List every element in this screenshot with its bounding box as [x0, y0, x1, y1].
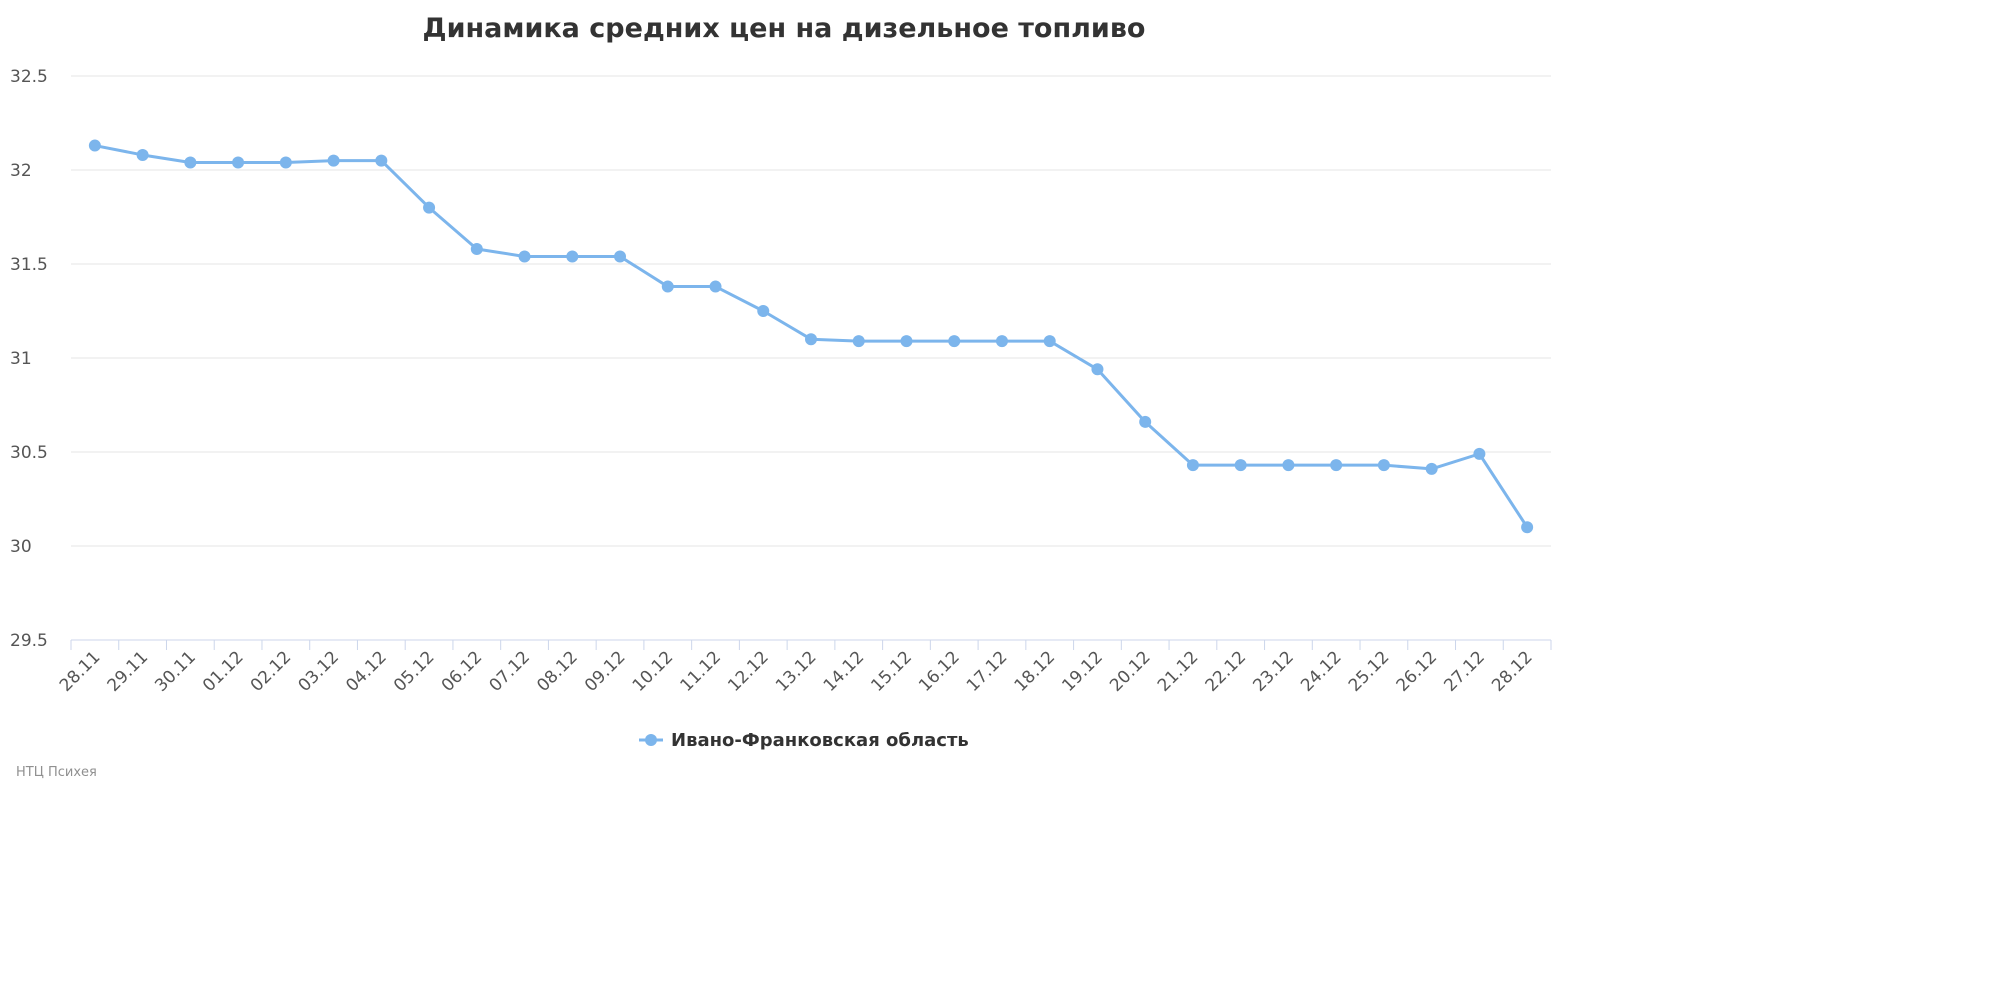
x-tick-label: 03.12 — [295, 647, 344, 696]
x-tick-label: 09.12 — [581, 647, 630, 696]
legend[interactable]: Ивано-Франковская область — [639, 730, 969, 751]
x-tick-label: 10.12 — [629, 647, 678, 696]
x-tick-label: 15.12 — [867, 647, 916, 696]
y-tick-label: 31.5 — [10, 255, 48, 275]
data-point[interactable] — [1186, 459, 1199, 472]
x-tick-label: 29.11 — [104, 647, 153, 696]
credit-text[interactable]: НТЦ Психея — [16, 765, 97, 780]
x-tick-label: 19.12 — [1058, 647, 1107, 696]
y-tick-label: 32.5 — [10, 67, 48, 87]
y-tick-label: 30 — [10, 537, 32, 557]
data-point[interactable] — [1521, 521, 1534, 534]
x-tick-label: 18.12 — [1011, 647, 1060, 696]
x-tick-label: 16.12 — [915, 647, 964, 696]
x-tick-label: 30.11 — [151, 647, 200, 696]
x-tick-label: 20.12 — [1106, 647, 1155, 696]
legend-circle-marker — [645, 734, 657, 746]
x-tick-label: 11.12 — [676, 647, 725, 696]
data-point[interactable] — [518, 250, 531, 263]
x-tick-label: 13.12 — [772, 647, 821, 696]
data-point[interactable] — [900, 335, 913, 348]
series-ivano-frankivsk[interactable] — [88, 139, 1534, 534]
x-tick-label: 07.12 — [486, 647, 535, 696]
line-chart: Динамика средних цен на дизельное топлив… — [10, 13, 1552, 780]
data-point[interactable] — [136, 148, 149, 161]
legend-label: Ивано-Франковская область — [671, 730, 969, 751]
y-axis: 29.5 30 30.5 31 31.5 32 32.5 — [10, 67, 48, 651]
data-point[interactable] — [1473, 447, 1486, 460]
data-point[interactable] — [279, 156, 292, 169]
data-point[interactable] — [995, 335, 1008, 348]
data-point[interactable] — [1330, 459, 1343, 472]
data-point[interactable] — [1282, 459, 1295, 472]
data-point[interactable] — [327, 154, 340, 167]
data-point[interactable] — [1043, 335, 1056, 348]
data-point[interactable] — [88, 139, 101, 152]
grid-lines — [71, 75, 1551, 547]
data-point[interactable] — [805, 333, 817, 346]
data-point[interactable] — [470, 242, 483, 255]
y-tick-label: 32 — [10, 161, 32, 181]
y-tick-label: 31 — [10, 349, 32, 369]
data-point[interactable] — [614, 250, 627, 263]
x-tick-label: 06.12 — [438, 647, 487, 696]
data-point[interactable] — [423, 201, 436, 214]
x-tick-label: 25.12 — [1345, 647, 1394, 696]
x-tick-label: 28.12 — [1488, 647, 1537, 696]
x-tick-label: 05.12 — [390, 647, 439, 696]
data-point[interactable] — [566, 250, 579, 263]
y-tick-label: 29.5 — [10, 631, 48, 651]
chart-title: Динамика средних цен на дизельное топлив… — [423, 13, 1146, 44]
x-tick-label: 17.12 — [963, 647, 1012, 696]
x-tick-label: 23.12 — [1249, 647, 1298, 696]
x-tick-label: 14.12 — [820, 647, 869, 696]
data-point[interactable] — [184, 156, 197, 169]
data-point[interactable] — [1234, 459, 1247, 472]
data-point[interactable] — [757, 305, 770, 317]
data-point[interactable] — [375, 154, 388, 167]
x-axis: 28.11 29.11 30.11 01.12 02.12 03.12 04.12 05.12… — [56, 639, 1552, 696]
data-point[interactable] — [1139, 415, 1152, 428]
data-point[interactable] — [1091, 363, 1104, 376]
x-tick-label: 02.12 — [247, 647, 296, 696]
x-tick-label: 27.12 — [1440, 647, 1489, 696]
x-tick-label: 26.12 — [1393, 647, 1442, 696]
x-tick-label: 21.12 — [1154, 647, 1203, 696]
x-tick-label: 04.12 — [342, 647, 391, 696]
data-point[interactable] — [661, 280, 674, 293]
data-point[interactable] — [709, 280, 722, 293]
data-point[interactable] — [1377, 459, 1390, 472]
data-point[interactable] — [1425, 462, 1438, 475]
x-tick-label: 28.11 — [56, 647, 105, 696]
data-point[interactable] — [948, 335, 961, 348]
data-point[interactable] — [232, 156, 245, 169]
y-tick-label: 30.5 — [10, 443, 48, 463]
data-point[interactable] — [852, 335, 865, 348]
x-tick-label: 12.12 — [724, 647, 773, 696]
x-tick-label: 24.12 — [1297, 647, 1346, 696]
x-tick-label: 01.12 — [199, 647, 248, 696]
x-tick-label: 22.12 — [1202, 647, 1251, 696]
x-tick-label: 08.12 — [533, 647, 582, 696]
